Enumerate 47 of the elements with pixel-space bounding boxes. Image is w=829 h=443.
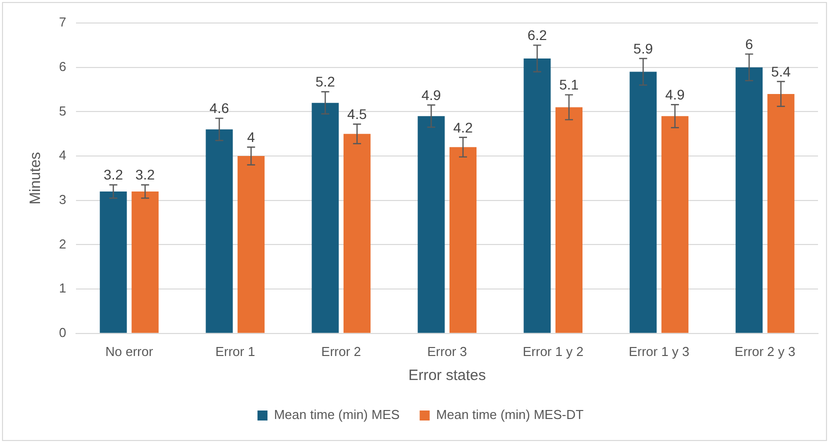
- data-label: 3.2: [104, 166, 124, 183]
- bar: [736, 67, 763, 333]
- y-tick-label: 2: [58, 236, 66, 252]
- y-tick-label: 3: [58, 192, 66, 207]
- y-tick-label: 1: [58, 280, 66, 296]
- y-axis-title: Minutes: [27, 152, 44, 204]
- data-label: 5.2: [316, 74, 336, 90]
- x-tick-label: Error 1 y 2: [522, 344, 584, 359]
- data-label: 6: [745, 36, 754, 52]
- x-tick-label: No error: [105, 344, 154, 359]
- bar: [450, 147, 477, 333]
- bar: [100, 192, 127, 333]
- bar: [555, 107, 582, 333]
- y-tick-label: 6: [58, 58, 66, 74]
- bar: [661, 116, 688, 333]
- bar: [344, 134, 371, 333]
- bar: [524, 58, 551, 333]
- bar: [418, 116, 445, 333]
- data-label: 4.6: [210, 100, 230, 116]
- y-tick-label: 5: [58, 103, 66, 118]
- data-label: 4.2: [453, 119, 473, 136]
- bar: [132, 192, 159, 333]
- data-label: 4.9: [665, 86, 685, 102]
- bar: [312, 102, 339, 333]
- x-tick-label: Error 2 y 3: [734, 344, 796, 359]
- x-tick-label: Error 3: [427, 344, 467, 359]
- data-label: 4.5: [347, 106, 367, 122]
- y-tick-label: 4: [58, 148, 66, 163]
- x-axis-title: Error states: [408, 367, 486, 384]
- x-tick-label: Error 2: [321, 344, 362, 359]
- data-label: 5.4: [771, 63, 791, 80]
- bar: [238, 156, 265, 333]
- data-label: 4: [247, 129, 256, 146]
- y-tick-label: 0: [58, 324, 66, 340]
- legend-label: Mean time (min) MES: [274, 407, 400, 422]
- x-tick-label: Error 1: [215, 344, 256, 359]
- legend-label: Mean time (min) MES-DT: [436, 407, 584, 422]
- y-tick-label: 7: [58, 14, 66, 30]
- data-label: 5.9: [633, 40, 654, 56]
- data-label: 4.9: [421, 86, 442, 103]
- bar: [206, 129, 233, 333]
- data-label: 6.2: [527, 27, 548, 44]
- data-label: 3.2: [135, 166, 156, 183]
- bar: [630, 72, 657, 333]
- bar: [767, 94, 794, 333]
- data-label: 5.1: [559, 76, 579, 93]
- x-tick-label: Error 1 y 3: [628, 344, 690, 359]
